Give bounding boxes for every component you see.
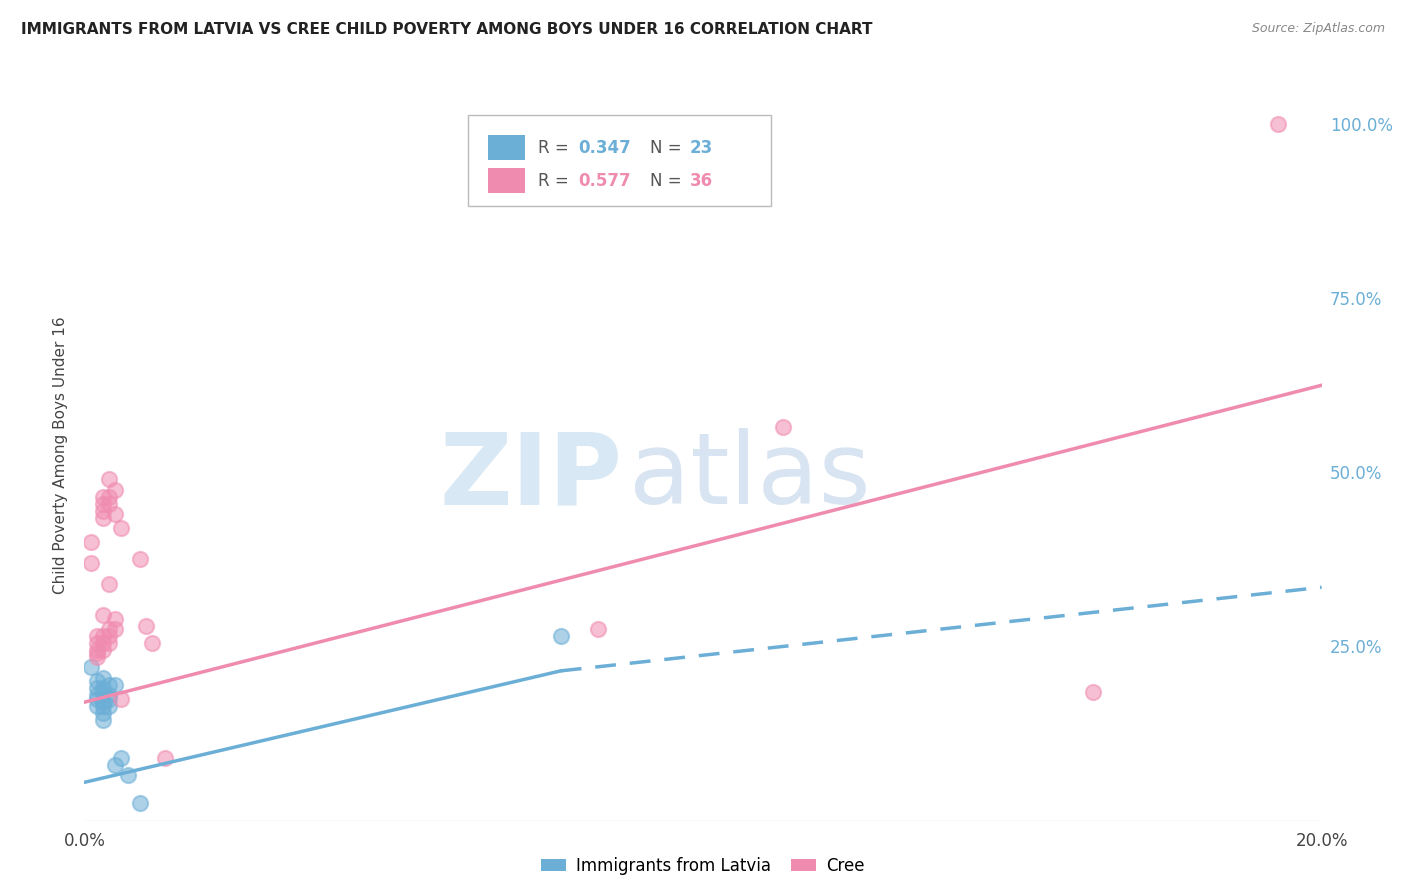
Point: [98, 622, 121, 636]
Point: [91, 706, 114, 720]
Text: IMMIGRANTS FROM LATVIA VS CREE CHILD POVERTY AMONG BOYS UNDER 16 CORRELATION CHA: IMMIGRANTS FROM LATVIA VS CREE CHILD POV…: [21, 22, 873, 37]
Point: [98, 576, 121, 591]
Point: [79, 535, 101, 549]
Point: [104, 507, 127, 521]
Point: [91, 698, 114, 713]
Point: [129, 552, 152, 566]
Point: [91, 713, 114, 727]
Point: [110, 691, 132, 706]
Point: [117, 768, 139, 782]
Text: R =: R =: [538, 139, 575, 157]
Text: ZIP: ZIP: [440, 428, 623, 525]
Point: [104, 622, 127, 636]
Point: [91, 671, 114, 685]
Point: [91, 643, 114, 657]
Point: [86, 674, 108, 689]
Text: atlas: atlas: [628, 428, 870, 525]
Point: [98, 490, 121, 504]
Point: [129, 796, 152, 810]
Point: [586, 622, 609, 636]
Point: [104, 483, 127, 497]
Point: [91, 503, 114, 517]
Point: [110, 521, 132, 535]
Text: 23: 23: [689, 139, 713, 157]
FancyBboxPatch shape: [468, 115, 770, 206]
Point: [98, 636, 121, 650]
Legend: Immigrants from Latvia, Cree: Immigrants from Latvia, Cree: [534, 850, 872, 882]
Point: [141, 636, 163, 650]
Point: [91, 497, 114, 511]
Text: 0.347: 0.347: [578, 139, 631, 157]
Text: R =: R =: [538, 171, 575, 190]
Point: [772, 420, 794, 434]
Point: [98, 688, 121, 702]
Text: 36: 36: [689, 171, 713, 190]
Point: [104, 612, 127, 626]
Point: [86, 698, 108, 713]
Point: [110, 751, 132, 765]
Point: [91, 636, 114, 650]
Point: [98, 698, 121, 713]
Point: [91, 629, 114, 643]
Point: [86, 629, 108, 643]
Point: [86, 647, 108, 661]
Point: [79, 660, 101, 674]
Point: [104, 678, 127, 692]
Point: [86, 688, 108, 702]
Point: [98, 678, 121, 692]
Text: 0.577: 0.577: [578, 171, 631, 190]
Point: [79, 556, 101, 570]
Point: [91, 490, 114, 504]
Y-axis label: Child Poverty Among Boys Under 16: Child Poverty Among Boys Under 16: [52, 316, 67, 594]
Point: [91, 510, 114, 524]
Point: [91, 608, 114, 623]
Point: [86, 691, 108, 706]
FancyBboxPatch shape: [488, 169, 524, 193]
Point: [91, 695, 114, 709]
Point: [91, 685, 114, 699]
Point: [153, 751, 176, 765]
Point: [1081, 685, 1104, 699]
Point: [86, 643, 108, 657]
Point: [98, 691, 121, 706]
Text: Source: ZipAtlas.com: Source: ZipAtlas.com: [1251, 22, 1385, 36]
Point: [86, 649, 108, 664]
Point: [98, 629, 121, 643]
Point: [98, 472, 121, 486]
Point: [550, 629, 572, 643]
Text: N =: N =: [650, 171, 686, 190]
Text: N =: N =: [650, 139, 686, 157]
Point: [135, 618, 157, 632]
Point: [1267, 117, 1289, 131]
Point: [104, 758, 127, 772]
FancyBboxPatch shape: [488, 136, 524, 161]
Point: [91, 681, 114, 696]
Point: [86, 681, 108, 696]
Point: [86, 636, 108, 650]
Point: [98, 497, 121, 511]
